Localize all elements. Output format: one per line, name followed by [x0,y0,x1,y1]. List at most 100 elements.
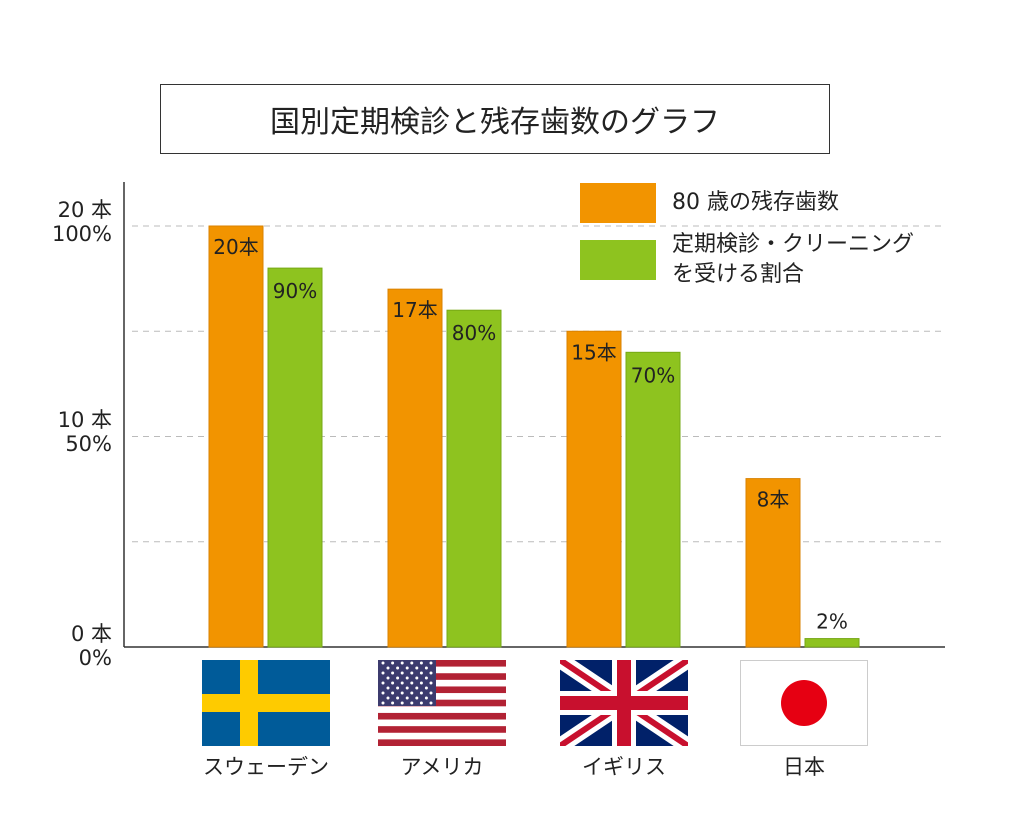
legend-label-checkup-line1: 定期検診・クリーニング [672,232,915,257]
us-star [429,701,433,705]
y-tick-20-teeth: 20 本 [57,198,112,222]
chart-title: 国別定期検診と残存歯数のグラフ [160,84,830,154]
y-tick-10: 10 本 50% [0,408,112,456]
bar-teeth-1 [387,288,443,648]
us-star [386,696,390,700]
bar-labels: 20本 90% 17本 80% 15本 70% 8本 2% [213,235,848,634]
bar-teeth-0 [208,225,264,648]
legend-swatch-teeth [580,183,656,223]
us-star [405,686,409,690]
bar-label-checkup-0: 90% [273,279,317,303]
legend-label-checkup: 定期検診・クリーニング を受ける割合 [672,230,914,290]
us-star [410,681,414,685]
bar-label-checkup-3: 2% [816,610,848,634]
us-star [424,676,428,680]
us-star [386,686,390,690]
us-star [400,701,404,705]
bar-label-checkup-1: 80% [452,321,496,345]
bar-label-checkup-2: 70% [631,363,675,387]
country-label-sweden: スウェーデン [203,755,329,779]
us-star [424,696,428,700]
bar-label-teeth-1: 17本 [392,298,437,322]
us-star [419,681,423,685]
us-star [381,701,385,705]
y-tick-20-percent: 100% [51,222,112,246]
y-tick-10-percent: 50% [65,432,112,456]
us-star [386,676,390,680]
us-star [400,681,404,685]
bar-label-teeth-0: 20本 [213,235,258,259]
y-tick-20: 20 本 100% [0,198,112,246]
us-star [410,691,414,695]
us-star [400,661,404,665]
us-stripe [378,706,506,714]
bar-checkup-1 [446,309,502,648]
bar-teeth-3 [745,478,801,648]
sweden-flag [202,660,330,746]
country-label-usa: アメリカ [400,755,484,779]
us-stripe [378,660,506,667]
us-star [419,661,423,665]
us-star [415,666,419,670]
y-tick-0-percent: 0% [78,646,112,670]
bar-teeth-2 [566,330,622,648]
us-star [391,671,395,675]
bar-checkup-3 [804,638,860,648]
us-star [391,681,395,685]
us-star [391,701,395,705]
us-star [386,666,390,670]
uk-flag [560,660,688,746]
us-star [429,681,433,685]
us-star [419,691,423,695]
usa-flag [378,660,506,746]
us-star [381,681,385,685]
country-label-japan: 日本 [783,755,825,779]
us-star [419,701,423,705]
us-star [405,696,409,700]
us-star [429,691,433,695]
us-star [396,686,400,690]
us-star [424,686,428,690]
us-star [429,661,433,665]
us-stripe [378,679,506,687]
us-star [396,696,400,700]
us-stripe [378,712,506,720]
us-star [405,666,409,670]
legend-label-checkup-line2: を受ける割合 [672,262,805,287]
us-stripe [378,719,506,727]
us-star [400,691,404,695]
country-label-uk: イギリス [582,755,666,779]
us-star [410,671,414,675]
bar-checkup-2 [625,351,681,648]
us-star [429,671,433,675]
us-star [415,676,419,680]
us-star [381,671,385,675]
y-tick-10-teeth: 10 本 [57,408,112,432]
us-stripe [378,686,506,694]
us-stripe [378,666,506,674]
us-stripe [378,726,506,734]
y-tick-0: 0 本 0% [0,622,112,670]
us-stripe [378,693,506,700]
us-star [410,661,414,665]
y-tick-0-teeth: 0 本 [70,622,112,646]
legend-label-teeth: 80 歳の残存歯数 [672,190,839,215]
bars [208,225,860,648]
us-stripe [378,739,506,746]
bar-label-teeth-2: 15本 [571,340,616,364]
us-star [410,701,414,705]
us-star [381,691,385,695]
us-star [419,671,423,675]
us-stripe [378,673,506,681]
japan-flag [740,660,868,746]
us-star [391,661,395,665]
us-star [391,691,395,695]
us-star [396,666,400,670]
us-star [396,676,400,680]
bar-checkup-0 [267,267,323,648]
bar-label-teeth-3: 8本 [757,488,790,512]
legend-swatch-checkup [580,240,656,280]
us-star [405,676,409,680]
us-star [415,686,419,690]
